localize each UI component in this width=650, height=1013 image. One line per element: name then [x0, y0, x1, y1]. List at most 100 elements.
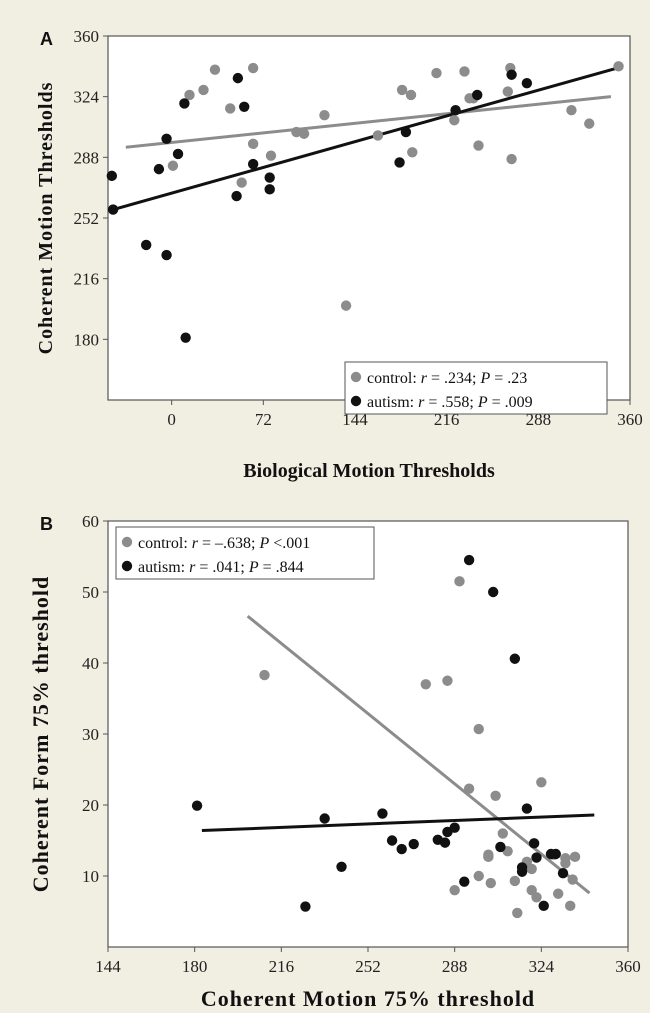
autism-point: [472, 89, 483, 101]
y-tick-label: 10: [82, 867, 99, 886]
y-tick-label: 50: [82, 583, 99, 602]
control-point: [405, 89, 417, 101]
control-point: [225, 103, 236, 114]
y-tick-label: 60: [82, 512, 99, 531]
panel-label: B: [40, 514, 53, 534]
autism-point: [449, 822, 460, 833]
autism-trend-line: [112, 66, 618, 212]
autism-point: [106, 170, 118, 182]
control-point: [566, 104, 577, 116]
legend-p: P <.001: [258, 535, 310, 552]
autism-point: [161, 133, 172, 144]
plot-frame: [107, 35, 631, 401]
legend: control: r = –.638; P <.001 autism: r = .…: [115, 526, 375, 580]
legend-entry-control: control: r = –.638; P <.001: [138, 535, 310, 552]
control-point: [463, 783, 475, 794]
control-point: [259, 669, 270, 681]
autism-point: [179, 98, 190, 109]
autism-point: [521, 803, 533, 814]
control-point: [569, 851, 581, 863]
autism-point: [516, 862, 528, 873]
control-point: [247, 138, 259, 150]
autism-point: [459, 876, 470, 887]
control-point: [319, 110, 330, 121]
autism-point: [463, 554, 475, 566]
autism-point: [300, 901, 311, 912]
legend-marker-control: [121, 536, 133, 548]
autism-point: [180, 332, 191, 343]
autism-point: [538, 900, 549, 912]
y-axis-title: Coherent Form 75% threshold: [28, 576, 53, 892]
control-point: [536, 777, 547, 788]
control-point: [449, 115, 460, 126]
legend-entry-autism: autism: r = .041; P = .844: [138, 559, 304, 576]
autism-point: [161, 249, 172, 261]
x-axis-title: Coherent Motion 75% threshold: [201, 986, 535, 1011]
autism-point: [386, 835, 398, 846]
panel-label: A: [40, 29, 53, 49]
control-point: [396, 84, 408, 96]
control-point: [613, 61, 624, 72]
autism-point: [264, 172, 275, 183]
autism-point: [239, 101, 250, 112]
control-point: [340, 300, 352, 311]
autism-point: [528, 838, 540, 849]
x-tick-label: 360: [617, 410, 643, 429]
control-point: [512, 907, 523, 919]
control-point: [473, 140, 484, 151]
control-point: [420, 679, 431, 690]
legend-r: r = –.638;: [192, 535, 260, 552]
x-tick-label: 288: [526, 410, 552, 429]
autism-point: [400, 126, 412, 138]
control-point: [265, 150, 277, 161]
autism-point: [495, 841, 506, 853]
legend-r: r = .234;: [421, 370, 481, 387]
x-tick-label: 0: [167, 410, 176, 429]
control-point: [459, 66, 470, 77]
control-point: [490, 790, 501, 801]
control-point: [485, 877, 496, 889]
legend-p: P = .844: [248, 559, 304, 576]
y-tick-label: 180: [74, 330, 100, 349]
legend-p: P = .23: [479, 370, 527, 387]
legend-separator: :: [410, 394, 418, 411]
x-tick-label: 324: [529, 957, 555, 976]
control-point: [236, 177, 247, 188]
autism-point: [336, 861, 347, 872]
autism-point: [153, 163, 165, 175]
control-point: [502, 86, 513, 97]
panel-b: B 144 180 216 252 288 324 360 10 20 30 40 50 60 Cohere…: [28, 512, 641, 1011]
autism-trend-line: [201, 813, 595, 833]
control-point: [167, 160, 179, 171]
autism-point: [521, 77, 533, 89]
autism-point: [140, 239, 152, 251]
autism-point: [377, 808, 388, 819]
y-tick-label: 324: [74, 88, 100, 107]
legend: control: r = .234; P = .23 autism: r = .5…: [344, 361, 608, 415]
legend-separator: :: [183, 535, 191, 552]
control-point: [209, 64, 221, 75]
y-tick-label: 360: [74, 27, 100, 46]
control-trend-line: [125, 95, 612, 149]
legend-r: r = .041;: [189, 559, 249, 576]
x-tick-label: 144: [342, 410, 368, 429]
x-tick-label: 144: [95, 957, 121, 976]
y-tick-label: 30: [82, 725, 99, 744]
autism-point: [319, 813, 330, 824]
autism-point: [264, 184, 275, 195]
control-point: [473, 870, 484, 882]
legend-entry-control: control: r = .234; P = .23: [367, 370, 527, 387]
control-point: [552, 888, 564, 899]
control-point: [483, 851, 494, 863]
autism-point: [408, 838, 419, 850]
autism-point: [396, 843, 407, 855]
control-point: [372, 130, 384, 141]
autism-point: [394, 157, 405, 168]
autism-point: [107, 204, 119, 215]
legend-name: control: [138, 535, 184, 552]
control-point: [298, 128, 310, 139]
legend-marker-control: [350, 371, 362, 383]
control-point: [567, 874, 578, 885]
control-point: [531, 892, 542, 903]
